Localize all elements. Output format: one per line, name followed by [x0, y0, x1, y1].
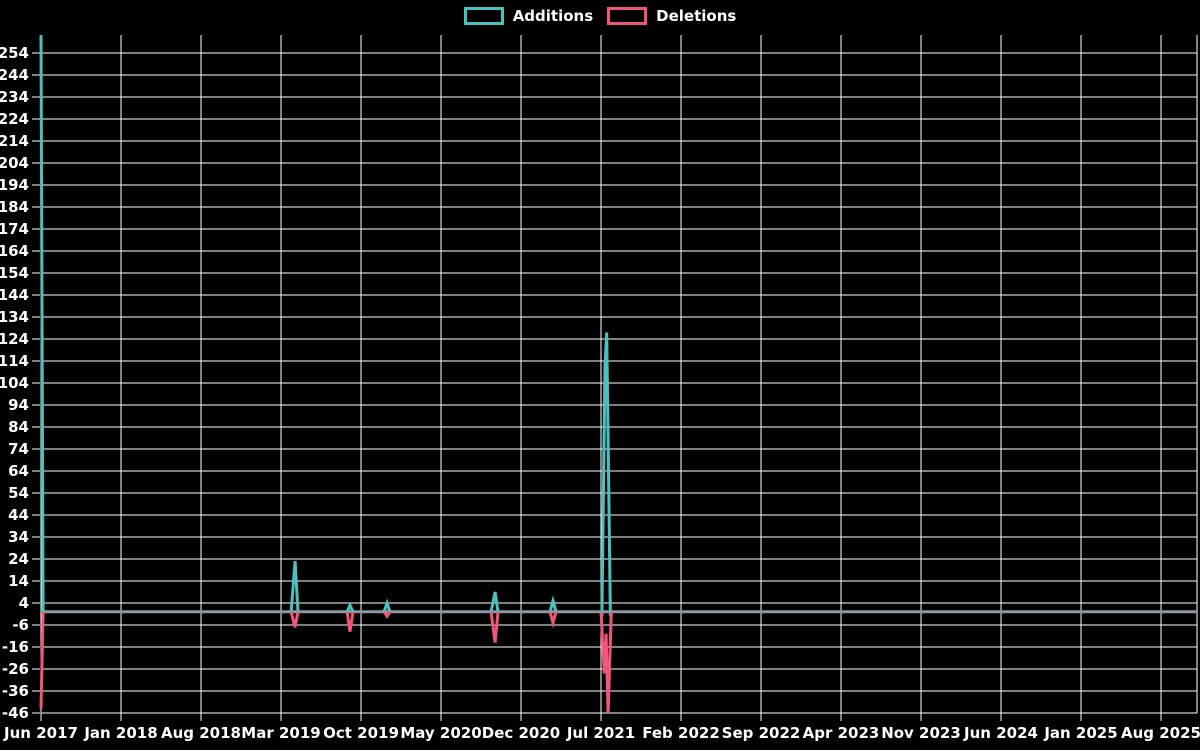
axis-labels: Jun 2017 Jan 2018 Aug 2018 Mar 2019 Oct 2019…: [0, 44, 1200, 742]
grid: [32, 35, 1198, 721]
y-tick-label: 144: [0, 286, 29, 304]
y-tick-label: 14: [8, 572, 29, 590]
legend-item-deletions[interactable]: Deletions: [607, 7, 736, 25]
additions-swatch-icon: [463, 7, 504, 25]
y-tick-label: 34: [8, 528, 29, 546]
chart-legend: Additions Deletions: [0, 7, 1200, 25]
additions-line: [39, 35, 45, 612]
x-tick-label: Aug 2018: [161, 724, 241, 742]
y-tick-label: 234: [0, 88, 29, 106]
legend-label-additions: Additions: [512, 6, 594, 25]
y-tick-label: 94: [8, 396, 29, 414]
y-tick-label: 124: [0, 330, 29, 348]
y-tick-label: 114: [0, 352, 29, 370]
legend-label-deletions: Deletions: [656, 6, 737, 25]
x-tick-label: Jun 2024: [963, 724, 1038, 742]
x-tick-label: Jul 2021: [566, 724, 635, 742]
deletions-line: [382, 610, 392, 619]
deletions-line: [599, 611, 613, 714]
x-tick-label: Jun 2017: [3, 724, 78, 742]
y-tick-label: -16: [2, 638, 29, 656]
x-tick-label: Dec 2020: [482, 724, 561, 742]
additions-line: [382, 598, 392, 613]
y-tick-label: 214: [0, 132, 29, 150]
deletions-line: [39, 611, 45, 709]
deletions-line: [489, 611, 500, 643]
y-tick-label: -6: [12, 616, 29, 634]
y-tick-label: 74: [8, 440, 29, 458]
x-tick-label: Jan 2025: [1043, 724, 1117, 742]
y-tick-label: 204: [0, 154, 29, 172]
y-tick-label: 134: [0, 308, 29, 326]
x-tick-label: Aug 2025: [1121, 724, 1200, 742]
deletions-line: [548, 611, 558, 629]
x-tick-label: Oct 2019: [323, 724, 399, 742]
deletions-line: [289, 611, 300, 628]
y-tick-label: 164: [0, 242, 29, 260]
y-tick-label: 44: [8, 506, 29, 524]
y-tick-label: 64: [8, 462, 29, 480]
y-tick-label: 224: [0, 110, 29, 128]
y-tick-label: 254: [0, 44, 29, 62]
additions-line: [599, 332, 614, 617]
x-tick-label: Mar 2019: [241, 724, 320, 742]
y-tick-label: 54: [8, 484, 29, 502]
data-series: [39, 35, 614, 714]
additions-line: [548, 595, 558, 613]
y-tick-label: 244: [0, 66, 29, 84]
y-tick-label: 84: [8, 418, 29, 436]
deletions-swatch-icon: [607, 7, 648, 25]
x-tick-label: Feb 2022: [642, 724, 720, 742]
x-tick-label: Apr 2023: [803, 724, 880, 742]
x-tick-label: May 2020: [400, 724, 481, 742]
legend-item-additions[interactable]: Additions: [463, 6, 594, 25]
y-tick-label: 184: [0, 198, 29, 216]
y-tick-label: 194: [0, 176, 29, 194]
x-tick-label: Jan 2018: [83, 724, 157, 742]
additions-line: [345, 601, 355, 613]
x-tick-label: Sep 2022: [722, 724, 801, 742]
y-tick-label: 24: [8, 550, 29, 568]
y-tick-label: -26: [2, 660, 29, 678]
additions-line: [289, 561, 300, 612]
x-tick-label: Nov 2023: [881, 724, 961, 742]
y-tick-label: 154: [0, 264, 29, 282]
y-tick-label: -46: [2, 704, 29, 722]
deletions-line: [345, 611, 355, 632]
y-tick-label: 104: [0, 374, 29, 392]
y-tick-label: 4: [19, 594, 29, 612]
y-tick-label: -36: [2, 682, 29, 700]
y-tick-label: 174: [0, 220, 29, 238]
additions-line: [489, 591, 500, 613]
